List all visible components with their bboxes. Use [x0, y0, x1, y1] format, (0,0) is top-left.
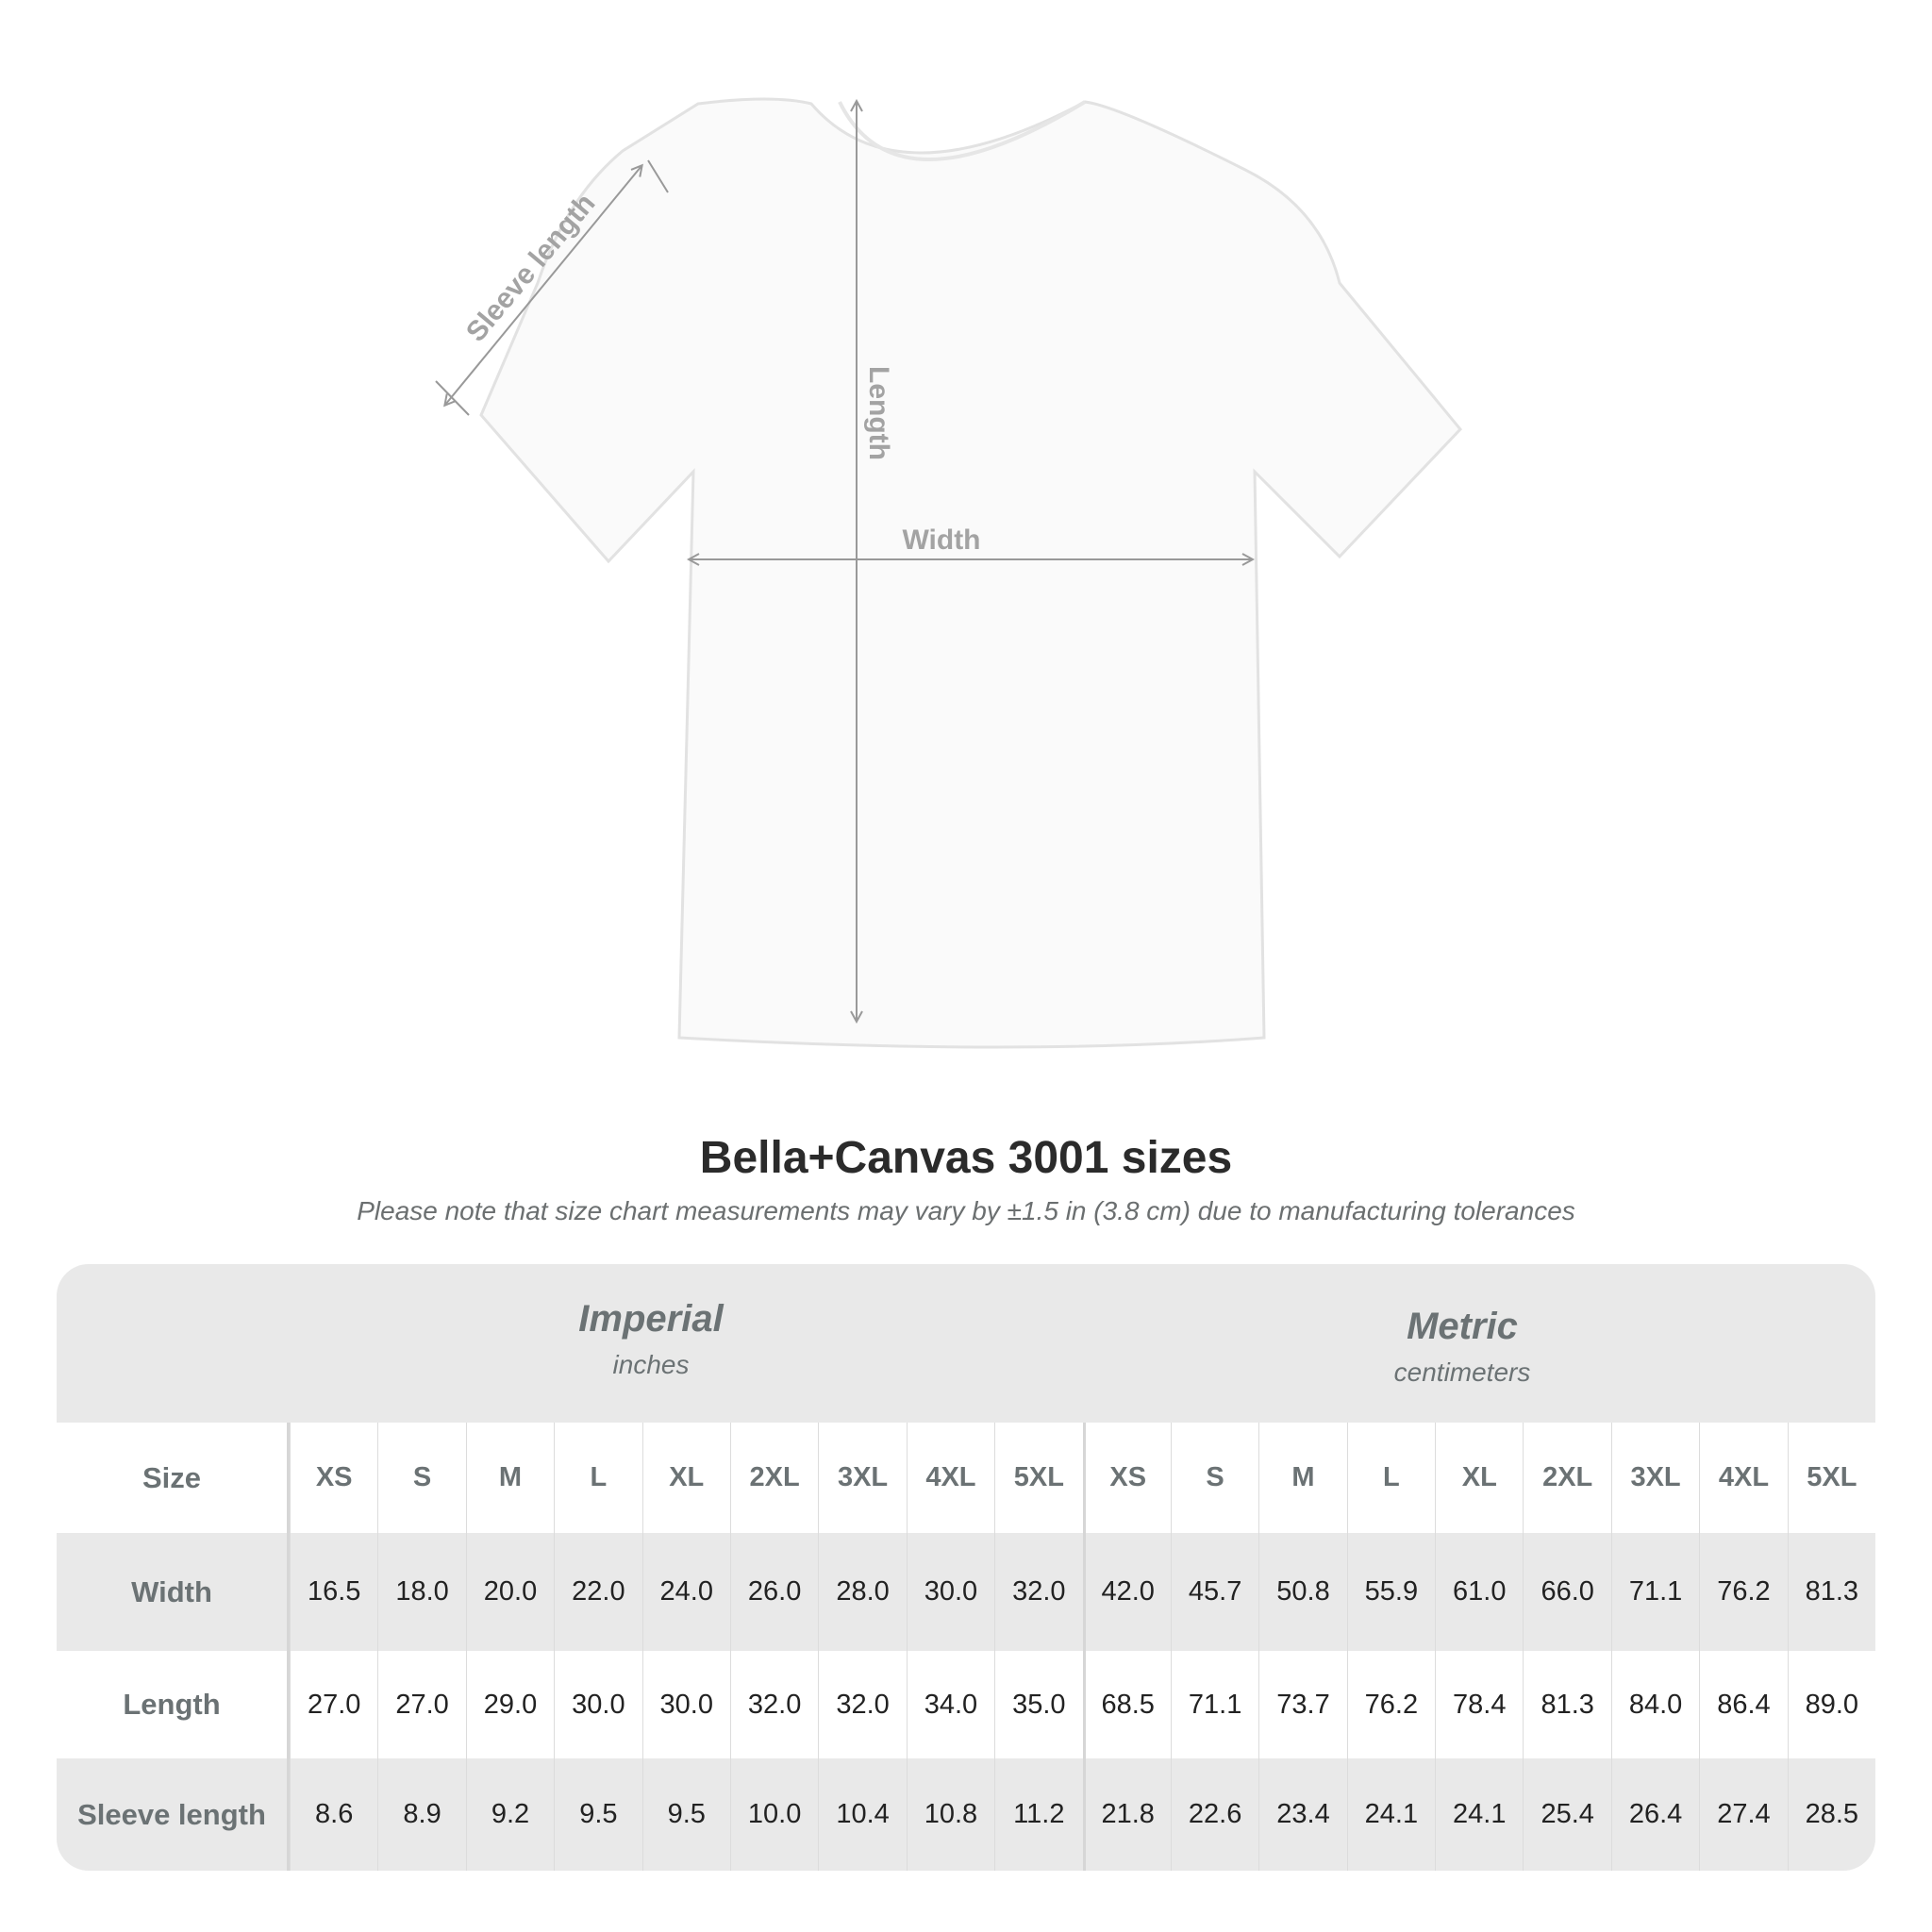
table-cell: 30.0	[906, 1533, 994, 1651]
size-column-header: 3XL	[1610, 1423, 1699, 1533]
table-cell: 29.0	[465, 1651, 554, 1758]
table-cell: 10.8	[906, 1758, 994, 1871]
table-row: Sleeve length 8.6 8.9 9.2 9.5 9.5 10.0 10.4 10.8…	[57, 1758, 1875, 1871]
table-cell: 24.0	[641, 1533, 730, 1651]
size-column-header: L	[1346, 1423, 1435, 1533]
table-cell: 32.0	[818, 1651, 906, 1758]
size-header-row: Size XS S M L XL 2XL 3XL 4XL 5XL XS S M L XL 2XL 3XL 4XL…	[57, 1423, 1875, 1533]
table-cell: 73.7	[1258, 1651, 1346, 1758]
table-cell: 27.0	[290, 1651, 377, 1758]
size-label: Size	[57, 1423, 290, 1533]
table-cell: 45.7	[1170, 1533, 1258, 1651]
table-cell: 20.0	[465, 1533, 554, 1651]
table-cell: 11.2	[994, 1758, 1082, 1871]
table-cell: 22.6	[1170, 1758, 1258, 1871]
table-cell: 35.0	[994, 1651, 1082, 1758]
table-cell: 10.4	[818, 1758, 906, 1871]
row-label: Sleeve length	[57, 1758, 290, 1871]
size-column-header: 2XL	[1523, 1423, 1610, 1533]
row-label: Width	[57, 1533, 290, 1651]
table-cell: 76.2	[1699, 1533, 1787, 1651]
page-title: Bella+Canvas 3001 sizes	[699, 1133, 1233, 1183]
table-cell: 61.0	[1435, 1533, 1523, 1651]
table-cell: 66.0	[1523, 1533, 1610, 1651]
table-row: Width 16.5 18.0 20.0 22.0 24.0 26.0 28.0 30.0 32.…	[57, 1533, 1875, 1651]
unit-header: Imperial inches Metric centimeters	[57, 1264, 1875, 1423]
size-column-header: L	[554, 1423, 641, 1533]
table-cell: 26.4	[1610, 1758, 1699, 1871]
table-cell: 71.1	[1170, 1651, 1258, 1758]
tshirt-diagram: Sleeve length Length Width	[435, 97, 1463, 1049]
size-column-header: XL	[641, 1423, 730, 1533]
tolerance-note: Please note that size chart measurements…	[357, 1196, 1575, 1225]
table-cell: 84.0	[1610, 1651, 1699, 1758]
table-cell: 89.0	[1787, 1651, 1875, 1758]
table-cell: 68.5	[1082, 1651, 1171, 1758]
table-cell: 30.0	[554, 1651, 641, 1758]
size-column-header: 5XL	[994, 1423, 1082, 1533]
table-cell: 22.0	[554, 1533, 641, 1651]
table-cell: 50.8	[1258, 1533, 1346, 1651]
metric-header: Metric centimeters	[1393, 1306, 1531, 1387]
size-column-header: S	[377, 1423, 465, 1533]
table-cell: 30.0	[641, 1651, 730, 1758]
table-cell: 81.3	[1523, 1651, 1610, 1758]
table-cell: 23.4	[1258, 1758, 1346, 1871]
table-cell: 18.0	[377, 1533, 465, 1651]
table-cell: 81.3	[1787, 1533, 1875, 1651]
table-cell: 78.4	[1435, 1651, 1523, 1758]
table-cell: 26.0	[729, 1533, 818, 1651]
table-cell: 16.5	[290, 1533, 377, 1651]
table-cell: 9.5	[641, 1758, 730, 1871]
table-cell: 32.0	[994, 1533, 1082, 1651]
table-cell: 42.0	[1082, 1533, 1171, 1651]
table-cell: 8.9	[377, 1758, 465, 1871]
size-column-header: 4XL	[1699, 1423, 1787, 1533]
size-column-header: 4XL	[906, 1423, 994, 1533]
table-cell: 32.0	[729, 1651, 818, 1758]
table-cell: 71.1	[1610, 1533, 1699, 1651]
table-cell: 24.1	[1346, 1758, 1435, 1871]
tshirt-shape	[479, 97, 1463, 1049]
table-cell: 28.5	[1787, 1758, 1875, 1871]
table-cell: 34.0	[906, 1651, 994, 1758]
size-column-header: 2XL	[729, 1423, 818, 1533]
size-column-header: S	[1170, 1423, 1258, 1533]
size-table: Imperial inches Metric centimeters Size …	[57, 1264, 1875, 1871]
row-label: Length	[57, 1651, 290, 1758]
size-column-header: M	[1258, 1423, 1346, 1533]
size-column-header: XL	[1435, 1423, 1523, 1533]
size-column-header: 5XL	[1787, 1423, 1875, 1533]
size-column-header: 3XL	[818, 1423, 906, 1533]
table-cell: 27.4	[1699, 1758, 1787, 1871]
imperial-header: Imperial inches	[578, 1298, 724, 1379]
table-cell: 24.1	[1435, 1758, 1523, 1871]
table-row: Length 27.0 27.0 29.0 30.0 30.0 32.0 32.0 34.0 35…	[57, 1651, 1875, 1758]
length-label: Length	[863, 366, 894, 460]
width-label: Width	[902, 525, 980, 556]
table-cell: 76.2	[1346, 1651, 1435, 1758]
size-column-header: M	[465, 1423, 554, 1533]
size-column-header: XS	[290, 1423, 377, 1533]
table-cell: 8.6	[290, 1758, 377, 1871]
table-cell: 10.0	[729, 1758, 818, 1871]
size-column-header: XS	[1082, 1423, 1171, 1533]
table-cell: 28.0	[818, 1533, 906, 1651]
table-cell: 25.4	[1523, 1758, 1610, 1871]
table-cell: 86.4	[1699, 1651, 1787, 1758]
table-cell: 9.2	[465, 1758, 554, 1871]
table-cell: 9.5	[554, 1758, 641, 1871]
table-cell: 21.8	[1082, 1758, 1171, 1871]
table-cell: 55.9	[1346, 1533, 1435, 1651]
table-cell: 27.0	[377, 1651, 465, 1758]
sleeve-arrow	[445, 166, 641, 405]
